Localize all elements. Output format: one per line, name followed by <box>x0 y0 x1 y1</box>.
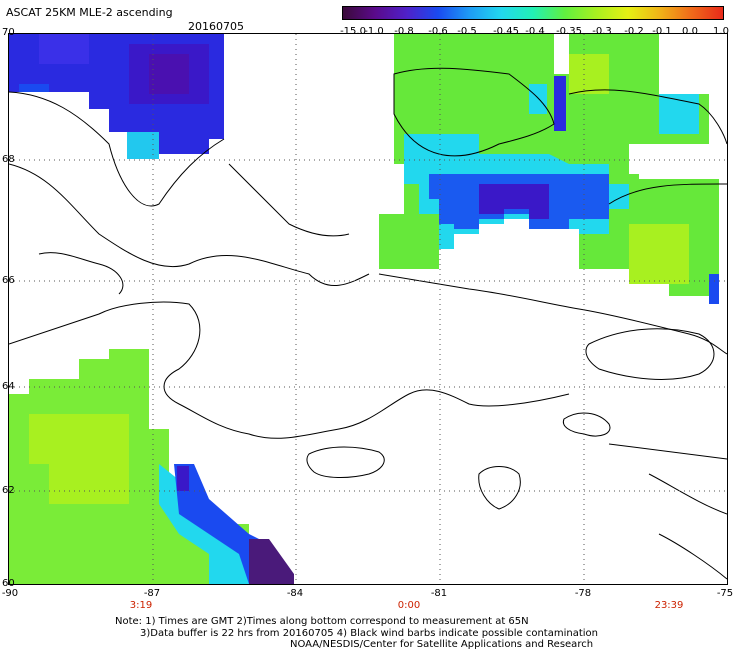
swath-cell <box>554 76 566 131</box>
colorbar-label: -0.35 <box>556 26 582 37</box>
coastline <box>228 163 350 237</box>
map-title: ASCAT 25KM MLE-2 ascending <box>6 6 173 19</box>
swath-southwest <box>9 349 294 584</box>
map-date: 20160705 <box>188 20 244 33</box>
coastline <box>648 473 727 515</box>
lat-label: 70 <box>2 27 15 38</box>
note-line-2: 3)Data buffer is 22 hrs from 20160705 4)… <box>140 628 598 639</box>
colorbar-label: -0.45 <box>493 26 519 37</box>
swath-cell <box>127 132 159 159</box>
swath-cell <box>19 84 49 92</box>
coastline <box>9 301 570 439</box>
lat-label: 68 <box>2 154 15 165</box>
lon-label: -90 <box>1 588 19 599</box>
map-plot <box>8 33 728 585</box>
swath-northeast <box>379 34 727 304</box>
lat-label: 62 <box>2 485 15 496</box>
swath-gap <box>639 149 727 179</box>
lat-label: 60 <box>2 578 15 589</box>
note-line-3: NOAA/NESDIS/Center for Satellite Applica… <box>290 639 594 650</box>
lon-label: -84 <box>286 588 304 599</box>
coastline <box>9 91 225 207</box>
colorbar-label: 1.0 <box>713 26 729 37</box>
swath-purple-area <box>479 184 549 219</box>
colorbar-label: -15.0 <box>340 26 366 37</box>
time-label: 23:39 <box>654 600 684 611</box>
lat-label: 64 <box>2 381 15 392</box>
lon-label: -75 <box>716 588 734 599</box>
graticule <box>9 34 727 584</box>
colorbar-label: -0.6 <box>428 26 448 37</box>
colorbar-label: -0.3 <box>592 26 612 37</box>
time-label: 0:00 <box>397 600 421 611</box>
note-line-1: Note: 1) Times are GMT 2)Times along bot… <box>115 616 529 627</box>
coastline <box>306 446 385 478</box>
swath-cell <box>659 94 699 134</box>
swath-cell <box>529 84 547 114</box>
swath-cell <box>569 54 609 94</box>
colorbar-label: -1.0 <box>364 26 384 37</box>
swath-cell <box>177 466 189 491</box>
colorbar <box>342 6 724 20</box>
coastline <box>393 67 555 157</box>
coastline <box>562 412 611 437</box>
colorbar-label: -0.2 <box>624 26 644 37</box>
colorbar-label: -0.8 <box>394 26 414 37</box>
lon-label: -81 <box>430 588 448 599</box>
colorbar-label: -0.5 <box>457 26 477 37</box>
lon-label: -78 <box>574 588 592 599</box>
map-canvas <box>9 34 727 584</box>
coastline <box>608 183 727 205</box>
coastline <box>568 89 727 145</box>
coastline <box>478 466 521 510</box>
coastline <box>658 533 727 580</box>
swath-cell <box>149 54 189 94</box>
swath-cell <box>629 224 689 284</box>
colorbar-label: 0.0 <box>682 26 698 37</box>
coastline <box>38 252 124 295</box>
lon-label: -87 <box>143 588 161 599</box>
swath-purple-area <box>249 539 294 584</box>
colorbar-labels: -15.0 -1.0 -0.8 -0.6 -0.5 -0.45 -0.4 -0.… <box>340 26 730 38</box>
swath-cell <box>39 34 89 64</box>
swath-northwest <box>9 34 224 159</box>
time-label: 3:19 <box>129 600 153 611</box>
lat-label: 66 <box>2 275 15 286</box>
coastline <box>585 328 715 380</box>
coastline <box>9 163 370 287</box>
colorbar-label: -0.4 <box>525 26 545 37</box>
coastline <box>608 443 727 460</box>
coastline <box>378 273 727 355</box>
swath-cell <box>709 274 719 304</box>
swath-lightgreen-area <box>29 414 129 504</box>
colorbar-label: -0.1 <box>652 26 672 37</box>
